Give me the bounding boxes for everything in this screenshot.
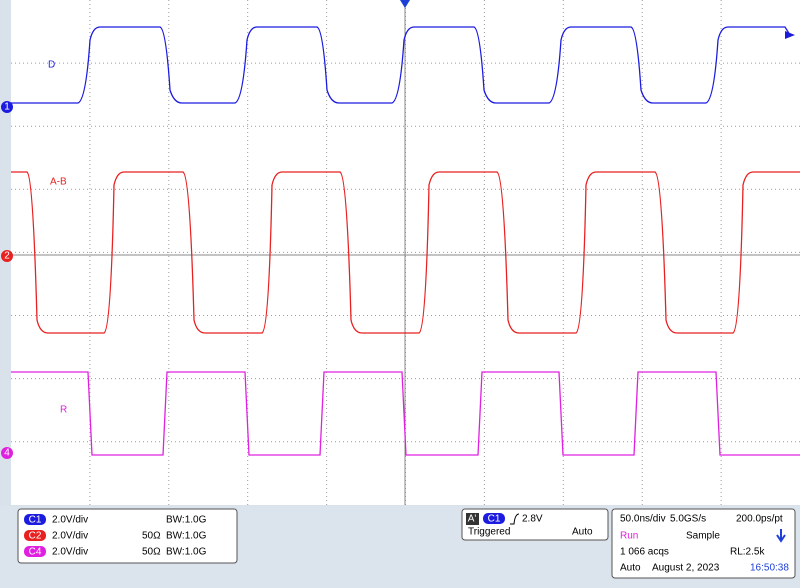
badge[interactable] [24,546,46,557]
trace-label: D [48,60,55,71]
trigger-state: Triggered [468,527,510,538]
trace-ab [11,171,800,334]
trace-label: A-B [50,177,67,188]
date: August 2, 2023 [652,563,720,574]
badge-label: C2 [29,531,42,542]
marker-label: 2 [4,251,10,262]
trace-d [11,26,791,104]
arrow-icon [776,529,786,543]
trigger-position [400,0,410,8]
marker-label: 1 [4,102,10,113]
sample-rate: 5.0GS/s [670,514,706,525]
marker-label: 4 [4,448,10,459]
termination: 50Ω [142,531,161,542]
bandwidth: BW:1.0G [166,547,207,558]
run-status: Run [620,531,638,542]
trace-end-arrow [785,31,795,39]
record-length: RL:2.5k [730,547,765,558]
slope-icon [510,513,520,525]
channel-marker[interactable] [1,101,13,113]
trigger-level: 2.8V [522,514,543,525]
resolution: 200.0ps/pt [736,514,783,525]
trace-label: R [60,405,67,416]
trigger-mode: Auto [620,563,641,574]
bandwidth: BW:1.0G [166,515,207,526]
scale: 2.0V/div [52,547,88,558]
acq-count: 1 066 acqs [620,547,669,558]
trace-r [11,371,800,456]
badge [483,513,505,524]
trigger-mode: Auto [572,527,593,538]
badge-label: C1 [29,515,42,526]
badge[interactable] [24,514,46,525]
timebase: 50.0ns/div [620,514,666,525]
scale: 2.0V/div [52,515,88,526]
badge-label: C1 [488,514,501,525]
badge[interactable] [24,530,46,541]
time: 16:50:38 [750,563,789,574]
bandwidth: BW:1.0G [166,531,207,542]
acq-mode: Sample [686,531,720,542]
channel-marker[interactable] [1,250,13,262]
badge-label: C4 [29,547,42,558]
termination: 50Ω [142,547,161,558]
scale: 2.0V/div [52,531,88,542]
channel-rows: C1 2.0V/div BW:1.0G C2 2.0V/div 50Ω BW:1… [24,514,207,558]
trigger-icon: A' [468,514,477,525]
channel-marker[interactable] [1,447,13,459]
channel-panel[interactable] [17,508,238,564]
icon-bg [466,513,479,525]
acquisition-panel[interactable] [611,508,796,579]
